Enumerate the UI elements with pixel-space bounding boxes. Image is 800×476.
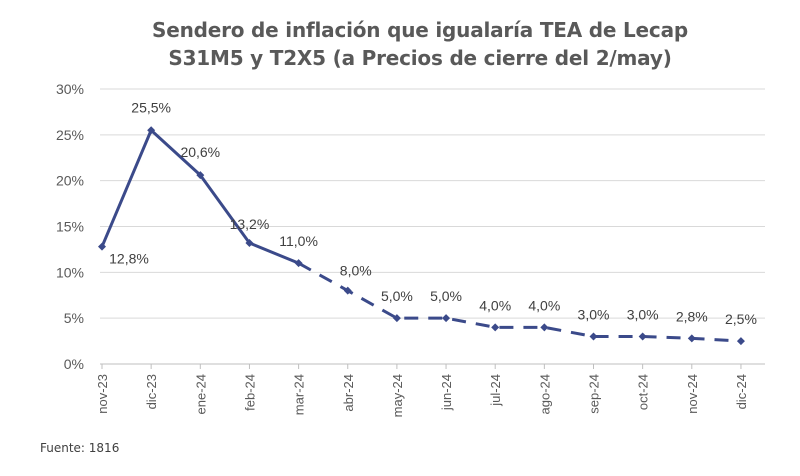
data-point — [491, 323, 500, 332]
data-label: 25,5% — [131, 99, 171, 115]
data-point — [245, 239, 254, 247]
series-inflation — [98, 126, 745, 346]
y-tick-label: 20% — [56, 173, 84, 189]
x-tick-label: feb-24 — [242, 374, 257, 411]
source-note: Fuente: 1816 — [40, 441, 120, 455]
data-point — [442, 314, 451, 323]
data-label: 4,0% — [528, 297, 560, 313]
gridlines — [100, 88, 765, 319]
x-tick-label: ene-24 — [193, 374, 208, 414]
data-label: 5,0% — [381, 288, 413, 304]
data-point — [736, 337, 745, 346]
series-line-projected — [297, 261, 742, 343]
y-tick-label: 5% — [64, 310, 84, 326]
x-tick-label: dic-24 — [734, 374, 749, 409]
x-tick-label: nov-23 — [95, 374, 110, 414]
data-point — [392, 314, 401, 323]
y-tick-label: 30% — [56, 81, 84, 97]
y-axis: 0% 5% 10% 15% 20% 25% 30% — [56, 81, 84, 372]
data-label: 11,0% — [279, 233, 318, 249]
data-point — [196, 171, 205, 180]
x-tick-label: dic-23 — [144, 374, 159, 409]
y-tick-label: 10% — [56, 264, 84, 280]
x-tick-label: jul-24 — [488, 374, 503, 407]
data-point — [343, 286, 352, 295]
chart-subtitle: S31M5 y T2X5 (a Precios de cierre del 2/… — [168, 46, 672, 70]
data-point — [147, 126, 156, 135]
data-label: 5,0% — [430, 288, 462, 304]
data-label: 20,6% — [180, 144, 220, 160]
data-point — [294, 259, 303, 268]
x-tick-label: sep-24 — [587, 374, 602, 414]
data-label: 3,0% — [578, 307, 610, 323]
x-axis: nov-23 dic-23 ene-24 feb-24 mar-24 abr-24 may-… — [95, 363, 765, 417]
data-label: 2,5% — [725, 311, 757, 327]
y-tick-label: 25% — [56, 127, 84, 143]
data-point — [638, 332, 647, 341]
y-tick-label: 0% — [64, 356, 84, 372]
y-tick-label: 15% — [56, 219, 84, 235]
x-tick-label: oct-24 — [636, 374, 651, 410]
data-label: 12,8% — [109, 251, 149, 267]
data-point — [540, 323, 549, 332]
x-tick-label: mar-24 — [292, 374, 307, 415]
data-label: 8,0% — [340, 263, 372, 279]
chart-title: Sendero de inflación que igualaría TEA d… — [152, 18, 688, 42]
x-tick-label: abr-24 — [341, 374, 356, 412]
x-tick-label: ago-24 — [537, 374, 552, 414]
data-point — [687, 334, 696, 343]
data-label: 4,0% — [479, 297, 511, 313]
data-label: 13,2% — [230, 216, 270, 232]
x-tick-label: jun-24 — [439, 374, 454, 411]
data-label: 2,8% — [676, 308, 708, 324]
data-label: 3,0% — [627, 307, 659, 323]
x-tick-label: may-24 — [390, 374, 405, 417]
chart-title-block: Sendero de inflación que igualaría TEA d… — [0, 16, 800, 72]
x-tick-label: nov-24 — [685, 374, 700, 414]
data-point — [98, 242, 106, 251]
data-point — [589, 332, 598, 341]
data-labels: 12,8% 25,5% 20,6% 13,2% 11,0% 8,0% 5,0% 5,0% 4,0… — [109, 99, 757, 327]
